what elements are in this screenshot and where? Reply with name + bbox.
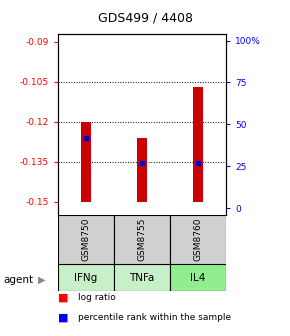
Bar [81, 122, 91, 202]
Text: GDS499 / 4408: GDS499 / 4408 [97, 12, 193, 25]
Text: IL4: IL4 [191, 272, 206, 283]
Bar [170, 264, 226, 291]
Bar [58, 215, 114, 264]
Text: GSM8750: GSM8750 [81, 218, 90, 261]
Bar [137, 138, 147, 202]
Bar [193, 87, 203, 202]
Text: ▶: ▶ [38, 275, 45, 285]
Text: agent: agent [3, 275, 33, 285]
Text: TNFa: TNFa [129, 272, 155, 283]
Text: ■: ■ [58, 312, 68, 323]
Text: IFNg: IFNg [75, 272, 98, 283]
Bar [170, 215, 226, 264]
Text: GSM8755: GSM8755 [137, 218, 147, 261]
Text: log ratio: log ratio [78, 293, 116, 302]
Text: GSM8760: GSM8760 [194, 218, 203, 261]
Bar [114, 215, 170, 264]
Bar [114, 264, 170, 291]
Text: percentile rank within the sample: percentile rank within the sample [78, 313, 231, 322]
Bar [58, 264, 114, 291]
Text: ■: ■ [58, 292, 68, 302]
